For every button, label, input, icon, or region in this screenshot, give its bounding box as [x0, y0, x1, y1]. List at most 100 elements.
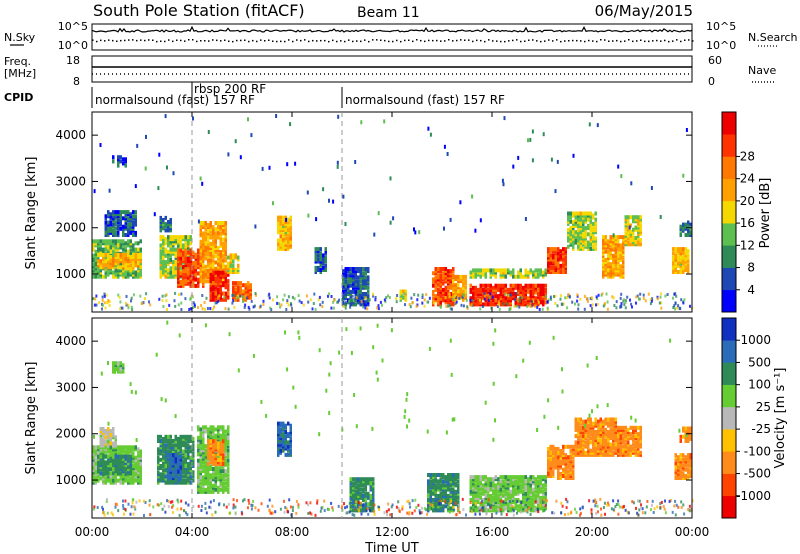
- heatmap-cell: [550, 297, 552, 301]
- heatmap-cell: [206, 307, 209, 310]
- heatmap-cell: [537, 272, 540, 277]
- heatmap-cell: [502, 283, 505, 288]
- power-colorbar-label: Power [dB]: [758, 178, 773, 249]
- heatmap-cell: [189, 248, 192, 253]
- noise-search-dot: [292, 40, 294, 43]
- heatmap-cell: [122, 270, 125, 275]
- heatmap-cell: [452, 473, 455, 477]
- heatmap-cell: [94, 264, 97, 269]
- heatmap-cell: [119, 259, 122, 264]
- heatmap-cell: [359, 491, 362, 496]
- heatmap-cell: [357, 479, 360, 484]
- heatmap-cell: [249, 285, 252, 290]
- heatmap-cell: [179, 436, 182, 441]
- heatmap-cell: [619, 270, 622, 275]
- heatmap-cell: [162, 239, 165, 244]
- heatmap-cell: [443, 144, 446, 149]
- heatmap-cell: [362, 275, 365, 280]
- heatmap-cell: [629, 298, 631, 302]
- heatmap-cell: [522, 285, 525, 290]
- heatmap-cell: [224, 295, 227, 300]
- heatmap-cell: [554, 247, 557, 252]
- heatmap-cell: [202, 485, 205, 490]
- heatmap-cell: [209, 293, 212, 298]
- heatmap-cell: [354, 160, 357, 164]
- heatmap-cell: [202, 254, 205, 259]
- heatmap-cell: [209, 285, 212, 290]
- heatmap-cell: [125, 295, 128, 298]
- heatmap-cell: [187, 237, 190, 242]
- heatmap-cell: [169, 457, 172, 462]
- heatmap-cell: [187, 265, 190, 270]
- heatmap-cell: [519, 287, 522, 292]
- heatmap-cell: [614, 268, 617, 273]
- heatmap-cell: [279, 442, 282, 447]
- heatmap-cell: [202, 454, 205, 459]
- heatmap-cell: [232, 299, 235, 303]
- heatmap-cell: [684, 233, 687, 237]
- heatmap-cell: [109, 230, 112, 235]
- heatmap-cell: [457, 491, 460, 496]
- heatmap-cell: [562, 261, 565, 266]
- heatmap-cell: [214, 279, 217, 284]
- heatmap-cell: [179, 465, 182, 470]
- heatmap-cell: [489, 270, 492, 275]
- heatmap-cell: [162, 270, 165, 275]
- heatmap-cell: [172, 235, 175, 240]
- heatmap-cell: [99, 265, 102, 270]
- heatmap-cell: [439, 296, 442, 301]
- heatmap-cell: [217, 229, 220, 234]
- heatmap-cell: [172, 465, 175, 470]
- heatmap-cell: [537, 292, 540, 296]
- heatmap-cell: [177, 451, 180, 456]
- heatmap-cell: [359, 493, 362, 498]
- heatmap-cell: [114, 210, 117, 215]
- heatmap-cell: [94, 255, 97, 260]
- heatmap-cell: [444, 485, 447, 490]
- heatmap-cell: [452, 502, 455, 507]
- heatmap-cell: [122, 445, 125, 450]
- heatmap-cell: [179, 279, 182, 284]
- heatmap-cell: [277, 438, 280, 443]
- heatmap-cell: [427, 502, 430, 507]
- heatmap-cell: [544, 300, 547, 305]
- heatmap-cell: [289, 236, 292, 241]
- heatmap-cell: [167, 270, 170, 275]
- heatmap-cell: [117, 465, 120, 470]
- heatmap-cell: [129, 263, 132, 268]
- heatmap-cell: [647, 292, 650, 296]
- heatmap-cell: [524, 292, 527, 296]
- heatmap-cell: [169, 453, 172, 458]
- heatmap-cell: [101, 307, 103, 311]
- heatmap-cell: [167, 235, 170, 240]
- heatmap-cell: [109, 257, 112, 262]
- heatmap-cell: [472, 504, 475, 509]
- heatmap-cell: [130, 299, 132, 303]
- heatmap-cell: [637, 215, 640, 220]
- heatmap-cell: [114, 469, 117, 474]
- heatmap-cell: [359, 271, 362, 276]
- heatmap-cell: [157, 455, 160, 460]
- heatmap-cell: [454, 291, 457, 296]
- heatmap-cell: [177, 235, 180, 240]
- heatmap-cell: [134, 478, 137, 483]
- noise-search-dot: [240, 39, 242, 42]
- heatmap-cell: [559, 263, 562, 268]
- heatmap-cell: [184, 434, 187, 439]
- heatmap-cell: [214, 241, 217, 246]
- heatmap-cell: [357, 283, 360, 288]
- heatmap-cell: [552, 247, 555, 252]
- heatmap-cell: [384, 300, 387, 304]
- heatmap-cell: [197, 250, 200, 255]
- heatmap-cell: [177, 439, 180, 443]
- heatmap-cell: [162, 224, 165, 229]
- heatmap-cell: [209, 489, 212, 494]
- heatmap-cell: [354, 281, 357, 286]
- heatmap-cell: [172, 453, 175, 458]
- heatmap-cell: [614, 266, 617, 271]
- heatmap-cell: [199, 279, 202, 284]
- heatmap-cell: [219, 453, 222, 458]
- heatmap-cell: [472, 506, 475, 511]
- heatmap-cell: [451, 307, 453, 311]
- heatmap-cell: [214, 295, 217, 300]
